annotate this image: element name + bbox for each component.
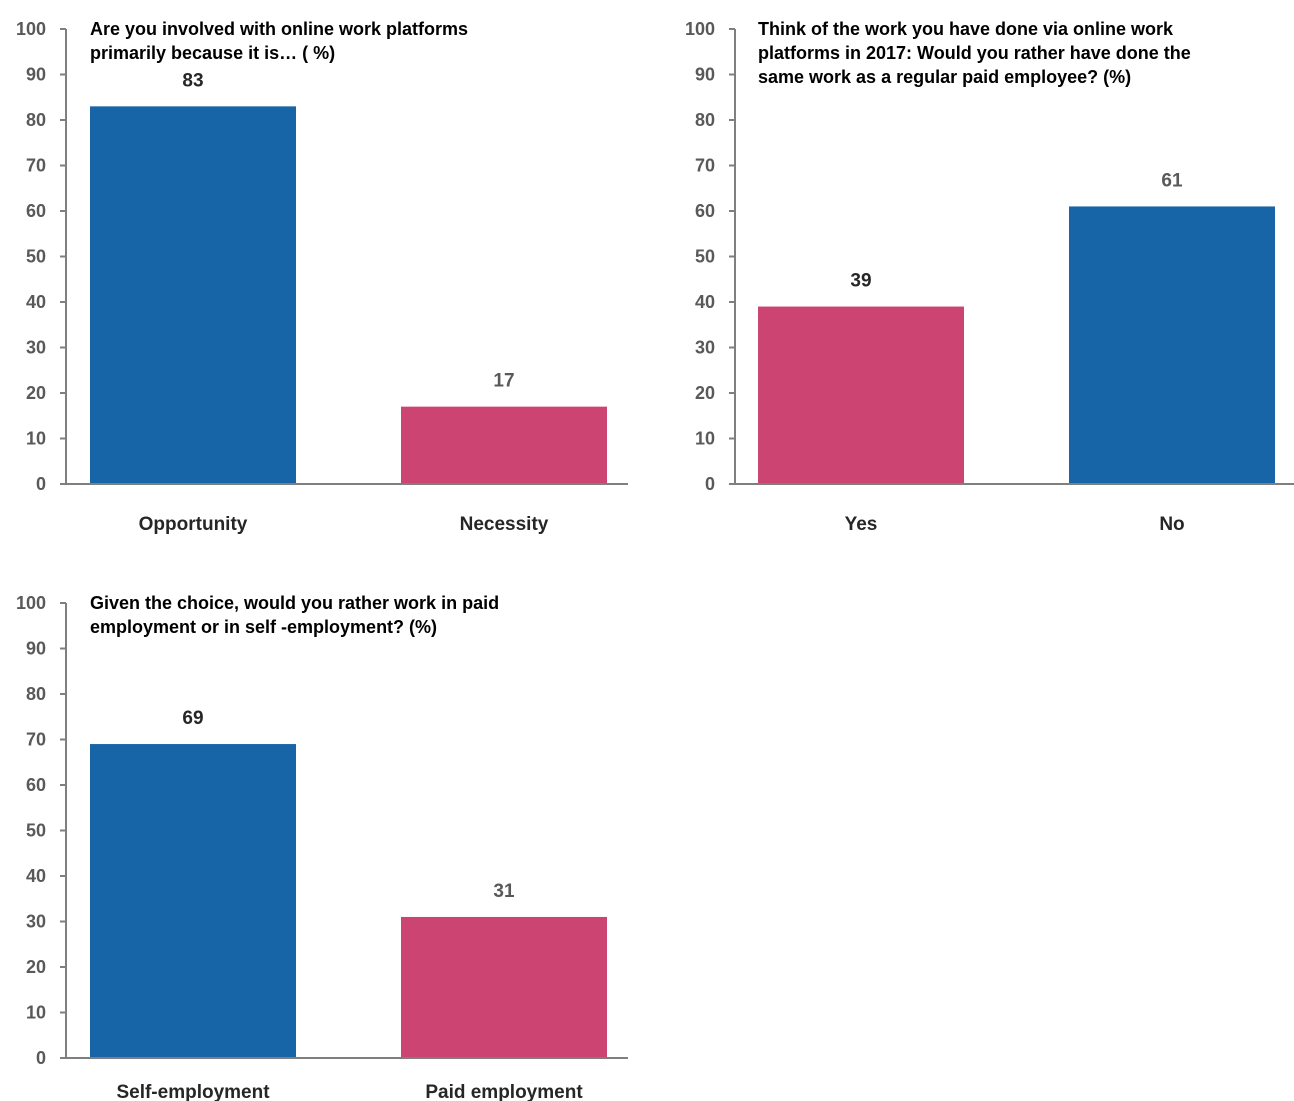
y-tick-label: 70 (695, 155, 715, 175)
chart-title-line: primarily because it is… ( %) (90, 43, 335, 63)
chart-title-line: employment or in self -employment? (%) (90, 617, 437, 637)
bar-yes (758, 306, 964, 484)
y-tick-label: 60 (695, 201, 715, 221)
y-tick-label: 10 (26, 1002, 46, 1022)
y-tick-label: 40 (26, 866, 46, 886)
category-label: No (1159, 514, 1184, 535)
chart-panel-3: Given the choice, would you rather work … (16, 593, 628, 1101)
y-tick-label: 0 (36, 1048, 46, 1068)
y-tick-label: 30 (695, 337, 715, 357)
bar-no (1069, 206, 1275, 484)
y-tick-label: 80 (26, 684, 46, 704)
y-tick-label: 70 (26, 729, 46, 749)
y-tick-label: 10 (695, 428, 715, 448)
bar-self-employment (90, 744, 296, 1058)
chart-title-line: same work as a regular paid employee? (%… (758, 67, 1131, 87)
y-tick-label: 60 (26, 775, 46, 795)
chart-panel-2: Think of the work you have done via onli… (685, 19, 1294, 535)
y-tick-label: 80 (26, 110, 46, 130)
chart-title-line: Think of the work you have done via onli… (758, 19, 1174, 39)
y-tick-label: 100 (16, 593, 46, 613)
y-tick-label: 0 (36, 474, 46, 494)
chart-title-line: platforms in 2017: Would you rather have… (758, 43, 1191, 63)
bar-opportunity (90, 106, 296, 484)
y-tick-label: 100 (685, 19, 715, 39)
category-label: Yes (845, 514, 878, 535)
y-tick-label: 40 (695, 292, 715, 312)
bar-necessity (401, 406, 607, 484)
y-tick-label: 70 (26, 155, 46, 175)
data-label: 61 (1161, 170, 1183, 191)
y-tick-label: 80 (695, 110, 715, 130)
data-label: 39 (850, 271, 871, 292)
y-tick-label: 30 (26, 337, 46, 357)
y-tick-label: 60 (26, 201, 46, 221)
chart-title-line: Given the choice, would you rather work … (90, 593, 499, 613)
y-tick-label: 40 (26, 292, 46, 312)
y-tick-label: 90 (695, 64, 715, 84)
chart-panel-1: Are you involved with online work platfo… (16, 19, 628, 535)
y-tick-label: 20 (26, 957, 46, 977)
category-label: Paid employment (425, 1082, 583, 1101)
y-tick-label: 90 (26, 638, 46, 658)
y-tick-label: 0 (705, 474, 715, 494)
data-label: 31 (493, 881, 515, 902)
y-tick-label: 100 (16, 19, 46, 39)
y-tick-label: 20 (26, 383, 46, 403)
chart-title-line: Are you involved with online work platfo… (90, 19, 468, 39)
y-tick-label: 50 (695, 246, 715, 266)
y-tick-label: 20 (695, 383, 715, 403)
category-label: Necessity (460, 514, 549, 535)
y-tick-label: 10 (26, 428, 46, 448)
y-tick-label: 30 (26, 911, 46, 931)
data-label: 83 (182, 70, 203, 91)
bar-paid-employment (401, 916, 607, 1058)
y-tick-label: 90 (26, 64, 46, 84)
category-label: Self-employment (116, 1082, 270, 1101)
y-tick-label: 50 (26, 820, 46, 840)
category-label: Opportunity (139, 514, 248, 535)
data-label: 17 (493, 371, 514, 392)
data-label: 69 (182, 708, 203, 729)
y-tick-label: 50 (26, 246, 46, 266)
